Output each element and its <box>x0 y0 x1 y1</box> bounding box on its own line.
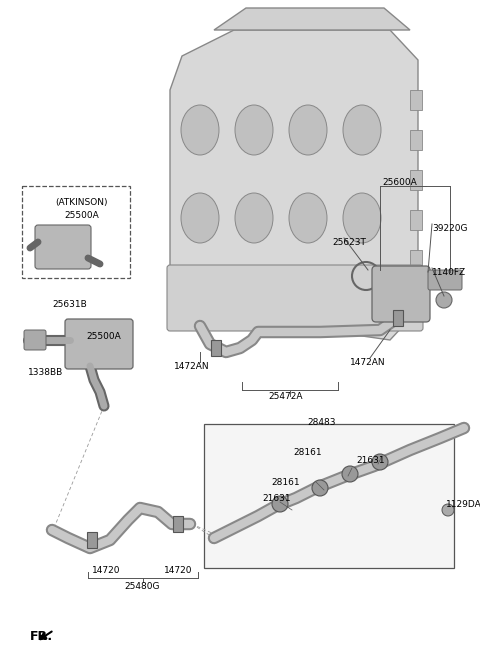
Text: 25480G: 25480G <box>124 582 160 591</box>
Circle shape <box>312 480 328 496</box>
Circle shape <box>442 504 454 516</box>
Bar <box>211 340 221 356</box>
Bar <box>393 310 403 326</box>
Circle shape <box>342 466 358 482</box>
FancyBboxPatch shape <box>24 330 46 350</box>
FancyBboxPatch shape <box>428 270 462 290</box>
Text: 28161: 28161 <box>272 478 300 487</box>
Ellipse shape <box>289 105 327 155</box>
Bar <box>410 170 422 190</box>
Text: 1338BB: 1338BB <box>28 368 63 377</box>
Ellipse shape <box>343 193 381 243</box>
Bar <box>410 90 422 110</box>
Text: (ATKINSON): (ATKINSON) <box>56 198 108 207</box>
Circle shape <box>436 292 452 308</box>
Ellipse shape <box>289 193 327 243</box>
Bar <box>22 186 130 278</box>
Text: 1129DA: 1129DA <box>446 500 480 509</box>
Text: 28161: 28161 <box>294 448 322 457</box>
Text: 25631B: 25631B <box>52 300 87 309</box>
Text: 14720: 14720 <box>92 566 120 575</box>
Ellipse shape <box>181 105 219 155</box>
Circle shape <box>272 496 288 512</box>
Bar <box>410 250 422 270</box>
FancyBboxPatch shape <box>35 225 91 269</box>
FancyBboxPatch shape <box>372 266 430 322</box>
Text: 25500A: 25500A <box>86 332 121 341</box>
FancyBboxPatch shape <box>167 265 423 331</box>
Bar <box>410 290 422 310</box>
Text: FR.: FR. <box>30 630 53 643</box>
Ellipse shape <box>343 105 381 155</box>
Ellipse shape <box>235 105 273 155</box>
FancyBboxPatch shape <box>65 319 133 369</box>
Bar <box>87 532 97 548</box>
Text: 21631: 21631 <box>262 494 290 503</box>
Text: 39220G: 39220G <box>432 224 468 233</box>
Polygon shape <box>214 8 410 30</box>
Bar <box>204 424 454 568</box>
Text: 1140FZ: 1140FZ <box>432 268 466 277</box>
Text: 25472A: 25472A <box>269 392 303 401</box>
Text: 1472AN: 1472AN <box>174 362 210 371</box>
Text: 25623T: 25623T <box>332 238 366 247</box>
Ellipse shape <box>235 193 273 243</box>
Text: 28483: 28483 <box>308 418 336 427</box>
Text: 25600A: 25600A <box>382 178 417 187</box>
Text: 14720: 14720 <box>164 566 192 575</box>
Text: 21631: 21631 <box>356 456 384 465</box>
Circle shape <box>372 454 388 470</box>
Bar <box>173 516 183 532</box>
Text: 25500A: 25500A <box>65 211 99 220</box>
Bar <box>410 210 422 230</box>
Polygon shape <box>170 30 418 340</box>
Text: 1472AN: 1472AN <box>350 358 386 367</box>
Bar <box>410 130 422 150</box>
Ellipse shape <box>181 193 219 243</box>
